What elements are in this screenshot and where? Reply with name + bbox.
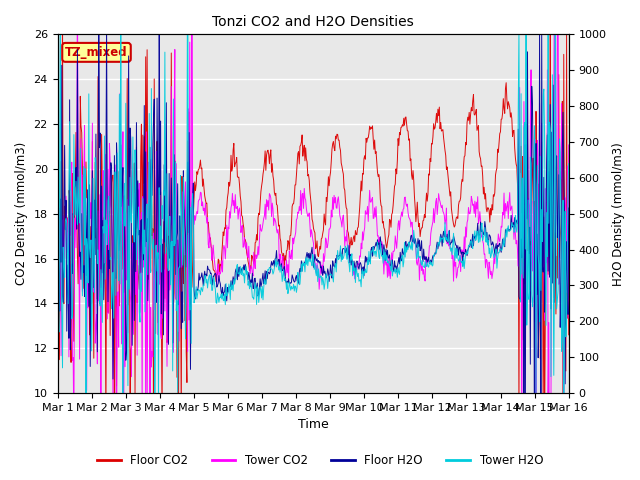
- Y-axis label: H2O Density (mmol/m3): H2O Density (mmol/m3): [612, 142, 625, 286]
- X-axis label: Time: Time: [298, 419, 328, 432]
- Legend: Floor CO2, Tower CO2, Floor H2O, Tower H2O: Floor CO2, Tower CO2, Floor H2O, Tower H…: [92, 449, 548, 472]
- Text: TZ_mixed: TZ_mixed: [65, 46, 128, 59]
- Y-axis label: CO2 Density (mmol/m3): CO2 Density (mmol/m3): [15, 142, 28, 285]
- Title: Tonzi CO2 and H2O Densities: Tonzi CO2 and H2O Densities: [212, 15, 414, 29]
